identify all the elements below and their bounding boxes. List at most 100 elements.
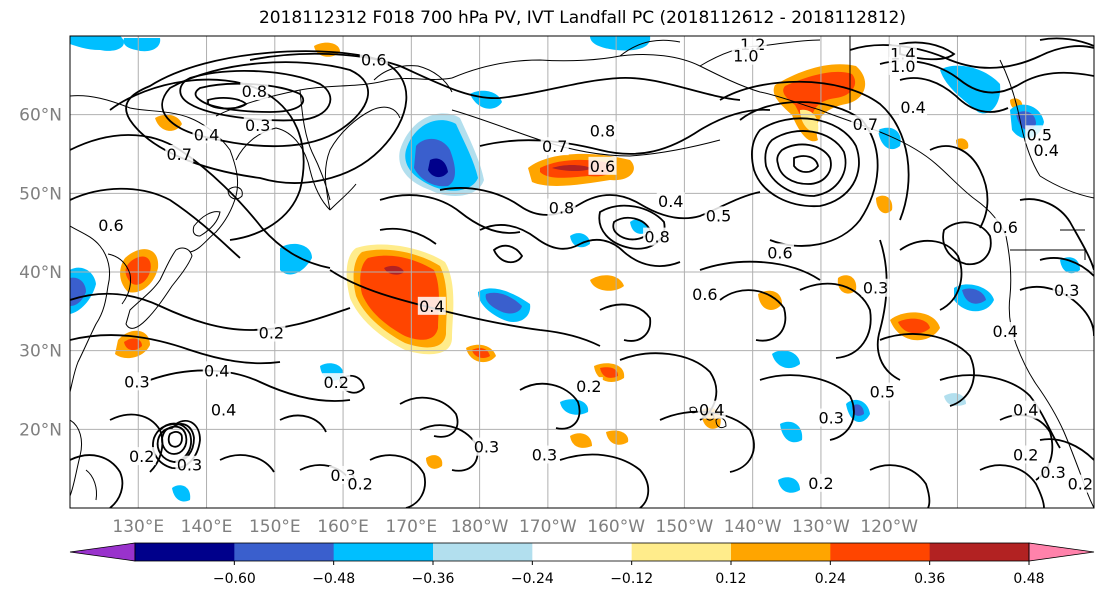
contour-label: 0.6 <box>590 157 615 176</box>
longitude-label: 180°W <box>451 517 509 537</box>
contour-label: 0.8 <box>549 198 574 217</box>
colorbar-extend-low <box>69 542 136 562</box>
contour-label: 0.5 <box>706 206 731 225</box>
colorbar-tick-label: 0.48 <box>1013 571 1044 587</box>
coastlines <box>70 36 1094 508</box>
longitude-label: 170°W <box>519 517 577 537</box>
contour-label-background <box>697 400 726 419</box>
pv-anomaly-negative <box>172 485 191 502</box>
contour-label: 0.5 <box>1027 125 1052 144</box>
colorbar-tick-label: −0.12 <box>610 571 653 587</box>
contour-label-background <box>240 82 269 101</box>
pv-anomaly-positive <box>758 290 782 310</box>
pv-anomaly-negative <box>944 393 966 406</box>
contour-label: 0.8 <box>590 121 615 140</box>
pv-anomaly-negative <box>778 477 800 493</box>
pv-anomaly-negative <box>123 38 161 52</box>
contour-label-background <box>547 198 576 217</box>
colorbar-tick-label: 0.36 <box>914 571 945 587</box>
latitude-label: 60°N <box>19 106 62 126</box>
contour-label: 0.4 <box>993 322 1018 341</box>
latitude-label: 30°N <box>19 342 62 362</box>
contour-label-background <box>899 97 928 116</box>
contour-label-background <box>765 243 794 262</box>
contour-label-background <box>806 473 835 492</box>
pv-anomaly-negative <box>570 233 590 248</box>
contour-label-background <box>704 206 733 225</box>
contour-label-background <box>731 46 760 65</box>
contour-label: 0.4 <box>1033 141 1058 160</box>
contour-label-background <box>1011 400 1040 419</box>
colorbar-tick-label: 0.24 <box>815 571 846 587</box>
contour-label-background <box>643 227 672 246</box>
contour-label-background <box>817 408 846 427</box>
latitude-label: 40°N <box>19 263 62 283</box>
contour-label-background <box>1066 474 1094 493</box>
contour-label: 1.0 <box>733 47 758 66</box>
colorbar-segment <box>532 543 633 561</box>
contour-label: 0.2 <box>808 474 833 493</box>
colorbar-tick-label: −0.36 <box>412 571 455 587</box>
pv-anomaly-negative <box>470 90 502 109</box>
contour-label-background <box>1025 125 1054 144</box>
contour-labels: 0.80.30.40.70.60.70.80.60.80.80.40.50.61… <box>96 36 1094 494</box>
pv-anomaly-negative <box>852 404 864 416</box>
contour-label-background <box>202 361 231 380</box>
contour-label-background <box>165 145 194 163</box>
colorbar-segment <box>135 543 235 561</box>
contour-label: 0.7 <box>542 137 567 156</box>
contour-label-background <box>472 437 501 456</box>
contour-label-background <box>861 278 890 297</box>
longitude-label: 170°E <box>385 517 437 537</box>
pv-anomaly-positive <box>600 367 618 378</box>
map-title: 2018112312 F018 700 hPa PV, IVT Landfall… <box>258 8 906 28</box>
colorbar-tick-label: 0.12 <box>715 571 746 587</box>
pv-anomaly-positive <box>898 318 930 334</box>
contour-label: 0.7 <box>853 115 878 134</box>
contour-label-background <box>96 215 125 234</box>
contour-label: 0.7 <box>167 145 192 164</box>
contour-label: 0.3 <box>474 438 499 457</box>
contour-label: 0.3 <box>177 456 202 475</box>
contour-label-background <box>991 218 1020 237</box>
pv-anomaly-positive <box>155 114 182 131</box>
contour-label: 0.3 <box>1040 463 1065 482</box>
colorbar-segment <box>333 543 434 561</box>
contour-label: 0.3 <box>1054 281 1079 300</box>
contour-label: 0.4 <box>419 297 444 316</box>
pv-anomaly-positive <box>590 275 624 291</box>
contour-label: 0.3 <box>818 409 843 428</box>
pv-anomaly-negative <box>1060 257 1080 274</box>
contour-label-background <box>868 382 897 401</box>
colorbar-tick-label: −0.60 <box>213 571 256 587</box>
contour-label: 0.4 <box>900 98 925 117</box>
latitude-labels: 60°N 50°N 40°N 30°N 20°N <box>19 106 62 441</box>
map-frame <box>69 35 1095 509</box>
longitude-label: 130°E <box>112 517 164 537</box>
pv-anomaly-negative <box>428 158 448 178</box>
pv-anomaly-positive <box>876 195 893 214</box>
contour-label-background <box>1011 445 1040 464</box>
contour-label-background <box>417 296 446 315</box>
contour-label: 0.6 <box>98 216 123 235</box>
pv-anomaly-negative <box>780 421 803 443</box>
contour-label-background <box>346 474 375 493</box>
longitude-label: 160°W <box>587 517 645 537</box>
contour-label: 0.6 <box>767 243 792 262</box>
longitude-label: 140°E <box>181 517 233 537</box>
contour-label: 1.0 <box>890 57 915 76</box>
contour-label-background <box>175 455 204 474</box>
contour-label: 0.2 <box>259 324 284 343</box>
contour-label-background <box>656 192 685 211</box>
contour-label: 0.4 <box>194 125 219 144</box>
latitude-label: 50°N <box>19 184 62 204</box>
longitude-label: 130°W <box>792 517 850 537</box>
contour-label: 0.2 <box>324 373 349 392</box>
colorbar-segment <box>433 543 533 561</box>
pv-anomaly-negative <box>962 288 986 304</box>
contour-label: 0.4 <box>658 192 683 211</box>
pv-anomaly-positive <box>606 430 629 445</box>
colorbar-tick-label: −0.24 <box>511 571 554 587</box>
contour-label-background <box>540 137 569 156</box>
colorbar-extend-high <box>1028 542 1095 562</box>
